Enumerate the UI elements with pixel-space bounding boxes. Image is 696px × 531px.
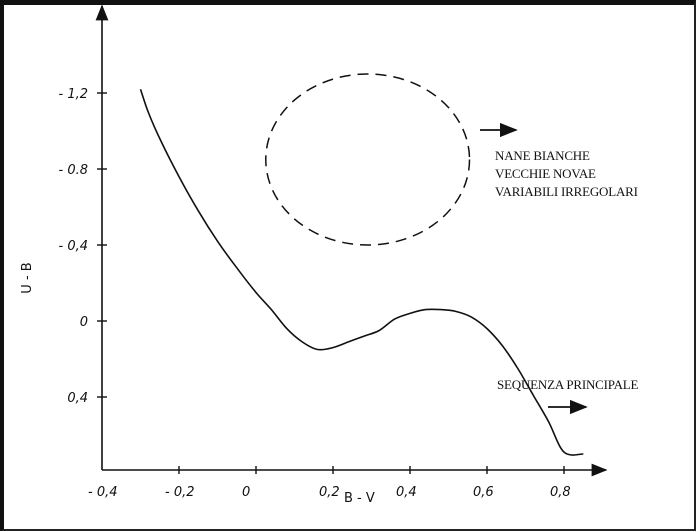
annotation-line: VARIABILI IRREGOLARI [495, 184, 638, 199]
annotation-line: NANE BIANCHE [495, 148, 590, 163]
axes [95, 4, 608, 477]
y-ticks: - 1,2 - 0.8 - 0,4 0 0,4 [59, 87, 107, 406]
x-tick-label: 0,6 [473, 485, 494, 500]
region-layer [265, 73, 471, 246]
series-line [139, 88, 584, 456]
y-tick-label: - 0,4 [59, 239, 89, 254]
y-tick-label: - 1,2 [59, 87, 89, 102]
series-layer [139, 88, 584, 456]
annotation-main-sequence: SEQUENZA PRINCIPALE [497, 377, 639, 415]
x-ticks: - 0,4 - 0,2 0 0,2 0,4 0,6 0,8 [88, 466, 571, 500]
y-tick-label: - 0.8 [59, 163, 89, 178]
annotation-line: VECCHIE NOVAE [495, 166, 596, 181]
x-tick-label: 0,8 [550, 485, 571, 500]
y-tick-label: 0,4 [67, 391, 88, 406]
annotation-white-dwarfs: NANE BIANCHE VECCHIE NOVAE VARIABILI IRR… [480, 122, 638, 199]
x-tick-label: - 0,4 [88, 485, 118, 500]
x-tick-label: 0 [242, 485, 250, 500]
y-tick-label: 0 [80, 315, 88, 330]
x-tick-label: - 0,2 [165, 485, 195, 500]
region-ellipse [265, 73, 471, 246]
y-axis-title: U - B [20, 262, 35, 293]
x-axis-title: B - V [344, 491, 375, 506]
x-tick-label: 0,2 [319, 485, 340, 500]
x-tick-label: 0,4 [396, 485, 417, 500]
annotation-line: SEQUENZA PRINCIPALE [497, 377, 639, 392]
